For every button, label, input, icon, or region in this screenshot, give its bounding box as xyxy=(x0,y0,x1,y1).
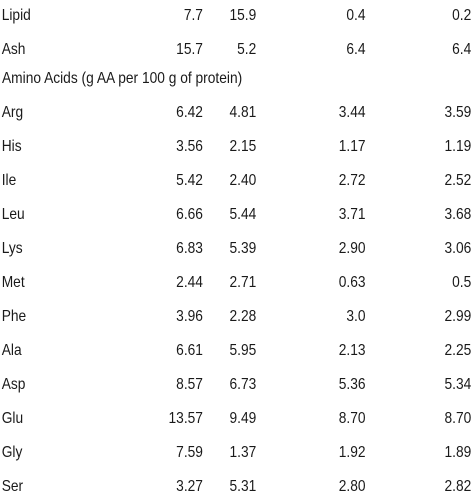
value-col-3: 3.44 xyxy=(338,104,366,121)
value-col-3: 1.92 xyxy=(338,444,366,461)
table-fragment: Lipid 7.7 15.9 0.4 0.2 Ash 15.7 5.2 6.4 … xyxy=(0,0,472,495)
value-col-4: 5.34 xyxy=(444,376,472,393)
value-col-3: 2.90 xyxy=(338,240,366,257)
row-label: Ser xyxy=(1,478,24,495)
value-col-4: 6.4 xyxy=(452,41,472,58)
value-col-1: 6.61 xyxy=(176,342,203,359)
table-row-ala: Ala 6.61 5.95 2.13 2.25 xyxy=(0,334,472,368)
value-col-2: 5.95 xyxy=(229,342,257,359)
table-row-lys: Lys 6.83 5.39 2.90 3.06 xyxy=(0,232,472,266)
value-col-1: 8.57 xyxy=(176,376,203,393)
table-row-lipid: Lipid 7.7 15.9 0.4 0.2 xyxy=(0,0,472,33)
table-row-phe: Phe 3.96 2.28 3.0 2.99 xyxy=(0,300,472,334)
table-row-arg: Arg 6.42 4.81 3.44 3.59 xyxy=(0,96,472,130)
value-col-4: 1.19 xyxy=(444,138,472,155)
value-col-4: 0.2 xyxy=(452,7,472,24)
row-label: Gly xyxy=(1,444,23,461)
value-col-2: 4.81 xyxy=(229,104,257,121)
value-col-1: 2.44 xyxy=(176,274,203,291)
value-col-2: 6.73 xyxy=(229,376,257,393)
table-row-gly: Gly 7.59 1.37 1.92 1.89 xyxy=(0,436,472,470)
value-col-2: 9.49 xyxy=(229,410,257,427)
value-col-2: 5.31 xyxy=(229,478,257,495)
value-col-1: 6.83 xyxy=(176,240,203,257)
section-heading-amino-acids: Amino Acids (g AA per 100 g of protein) xyxy=(2,70,243,87)
row-label: Phe xyxy=(1,308,27,325)
value-col-4: 0.5 xyxy=(452,274,472,291)
table-row-asp: Asp 8.57 6.73 5.36 5.34 xyxy=(0,368,472,402)
value-col-4: 3.68 xyxy=(444,206,472,223)
value-col-3: 3.0 xyxy=(346,308,366,325)
value-col-4: 2.25 xyxy=(444,342,472,359)
value-col-2: 5.39 xyxy=(229,240,257,257)
value-col-3: 1.17 xyxy=(338,138,366,155)
value-col-3: 2.80 xyxy=(338,478,366,495)
value-col-1: 13.57 xyxy=(168,410,203,427)
row-label: Ash xyxy=(1,41,26,58)
table-row-ser: Ser 3.27 5.31 2.80 2.82 xyxy=(0,470,472,504)
value-col-4: 2.82 xyxy=(444,478,472,495)
value-col-2: 15.9 xyxy=(229,7,257,24)
value-col-1: 7.7 xyxy=(183,7,203,24)
value-col-4: 2.52 xyxy=(444,172,472,189)
value-col-3: 5.36 xyxy=(338,376,366,393)
value-col-1: 15.7 xyxy=(176,41,203,58)
value-col-1: 3.27 xyxy=(176,478,203,495)
row-label: Glu xyxy=(1,410,24,427)
value-col-1: 6.42 xyxy=(176,104,203,121)
value-col-3: 0.4 xyxy=(346,7,366,24)
row-label: Ala xyxy=(1,342,22,359)
value-col-2: 1.37 xyxy=(229,444,257,461)
value-col-1: 5.42 xyxy=(176,172,203,189)
value-col-1: 3.56 xyxy=(176,138,203,155)
value-col-3: 6.4 xyxy=(346,41,366,58)
value-col-1: 7.59 xyxy=(176,444,203,461)
row-label: Lipid xyxy=(1,7,31,24)
value-col-3: 3.71 xyxy=(338,206,366,223)
table-row-leu: Leu 6.66 5.44 3.71 3.68 xyxy=(0,198,472,232)
row-label: His xyxy=(1,138,22,155)
value-col-3: 2.13 xyxy=(338,342,366,359)
value-col-3: 2.72 xyxy=(338,172,366,189)
table-row-ile: Ile 5.42 2.40 2.72 2.52 xyxy=(0,164,472,198)
row-label: Asp xyxy=(1,376,26,393)
value-col-1: 3.96 xyxy=(176,308,203,325)
value-col-3: 8.70 xyxy=(338,410,366,427)
row-label: Leu xyxy=(1,206,25,223)
value-col-2: 5.2 xyxy=(237,41,257,58)
value-col-4: 1.89 xyxy=(444,444,472,461)
value-col-2: 2.71 xyxy=(229,274,257,291)
value-col-1: 6.66 xyxy=(176,206,203,223)
value-col-2: 2.28 xyxy=(229,308,257,325)
table-row-glu: Glu 13.57 9.49 8.70 8.70 xyxy=(0,402,472,436)
row-label: Ile xyxy=(1,172,17,189)
table-row-ash: Ash 15.7 5.2 6.4 6.4 xyxy=(0,33,472,67)
row-label: Lys xyxy=(1,240,23,257)
table-row-met: Met 2.44 2.71 0.63 0.5 xyxy=(0,266,472,300)
value-col-3: 0.63 xyxy=(338,274,366,291)
value-col-4: 8.70 xyxy=(444,410,472,427)
value-col-2: 2.40 xyxy=(229,172,257,189)
table-row-his: His 3.56 2.15 1.17 1.19 xyxy=(0,130,472,164)
value-col-2: 5.44 xyxy=(229,206,257,223)
value-col-2: 2.15 xyxy=(229,138,257,155)
value-col-4: 2.99 xyxy=(444,308,472,325)
row-label: Met xyxy=(1,274,25,291)
value-col-4: 3.06 xyxy=(444,240,472,257)
value-col-4: 3.59 xyxy=(444,104,472,121)
row-label: Arg xyxy=(1,104,24,121)
